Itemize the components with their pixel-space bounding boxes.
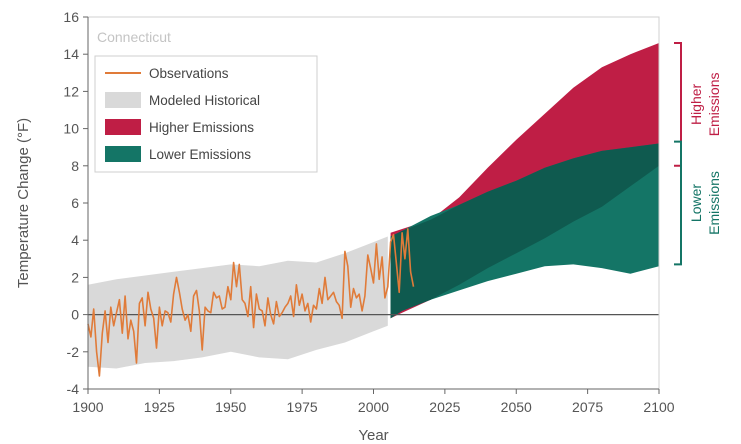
lower-emissions-bracket-label: Lower Emissions	[688, 171, 722, 235]
y-tick-label: 10	[63, 121, 79, 137]
x-tick-label: 2100	[643, 399, 674, 415]
modeled-historical-band	[88, 236, 388, 369]
higher-emissions-bracket	[674, 42, 682, 167]
y-tick-label: 12	[63, 83, 79, 99]
legend: Observations Modeled Historical Higher Emi…	[94, 55, 318, 173]
axes: -4 -2 0 2 4 6 8 10 12 14 16 1900 1925 1950 1975 2000 202…	[63, 9, 674, 415]
lower-emissions-legend-swatch	[105, 146, 141, 162]
x-tick-label: 1900	[72, 399, 103, 415]
modeled-historical-legend-swatch	[105, 92, 141, 108]
higher-emissions-legend-swatch	[105, 119, 141, 135]
higher-emissions-bracket-label: Higher Emissions	[688, 73, 722, 137]
chart-title: Connecticut	[97, 29, 171, 45]
lower-emissions-legend-label: Lower Emissions	[149, 147, 251, 162]
x-tick-label: 1925	[144, 399, 175, 415]
lower-emissions-bracket	[674, 140, 682, 266]
emissions-overlap-band	[390, 143, 659, 319]
x-tick-label: 2025	[429, 399, 460, 415]
higher-emissions-legend-label: Higher Emissions	[149, 120, 254, 135]
modeled-historical-legend-label: Modeled Historical	[149, 93, 260, 108]
x-tick-label: 2075	[572, 399, 603, 415]
x-tick-label: 1950	[215, 399, 246, 415]
y-tick-label: 2	[71, 269, 79, 285]
y-tick-label: -2	[67, 344, 80, 360]
y-tick-label: 6	[71, 195, 79, 211]
x-tick-label: 2000	[358, 399, 389, 415]
y-tick-label: 8	[71, 158, 79, 174]
observations-line	[87, 228, 415, 377]
y-tick-label: 4	[71, 232, 79, 248]
plot-area	[87, 43, 659, 377]
emission-brackets: Higher Emissions Lower Emissions	[674, 42, 722, 266]
y-axis-title: Temperature Change (°F)	[15, 118, 32, 288]
x-tick-label: 1975	[287, 399, 318, 415]
x-axis-title: Year	[358, 427, 388, 444]
y-tick-label: 16	[63, 9, 79, 25]
y-tick-label: -4	[67, 381, 80, 397]
y-tick-label: 14	[63, 46, 79, 62]
observations-legend-label: Observations	[149, 66, 229, 81]
x-tick-label: 2050	[501, 399, 532, 415]
y-tick-label: 0	[71, 307, 79, 323]
